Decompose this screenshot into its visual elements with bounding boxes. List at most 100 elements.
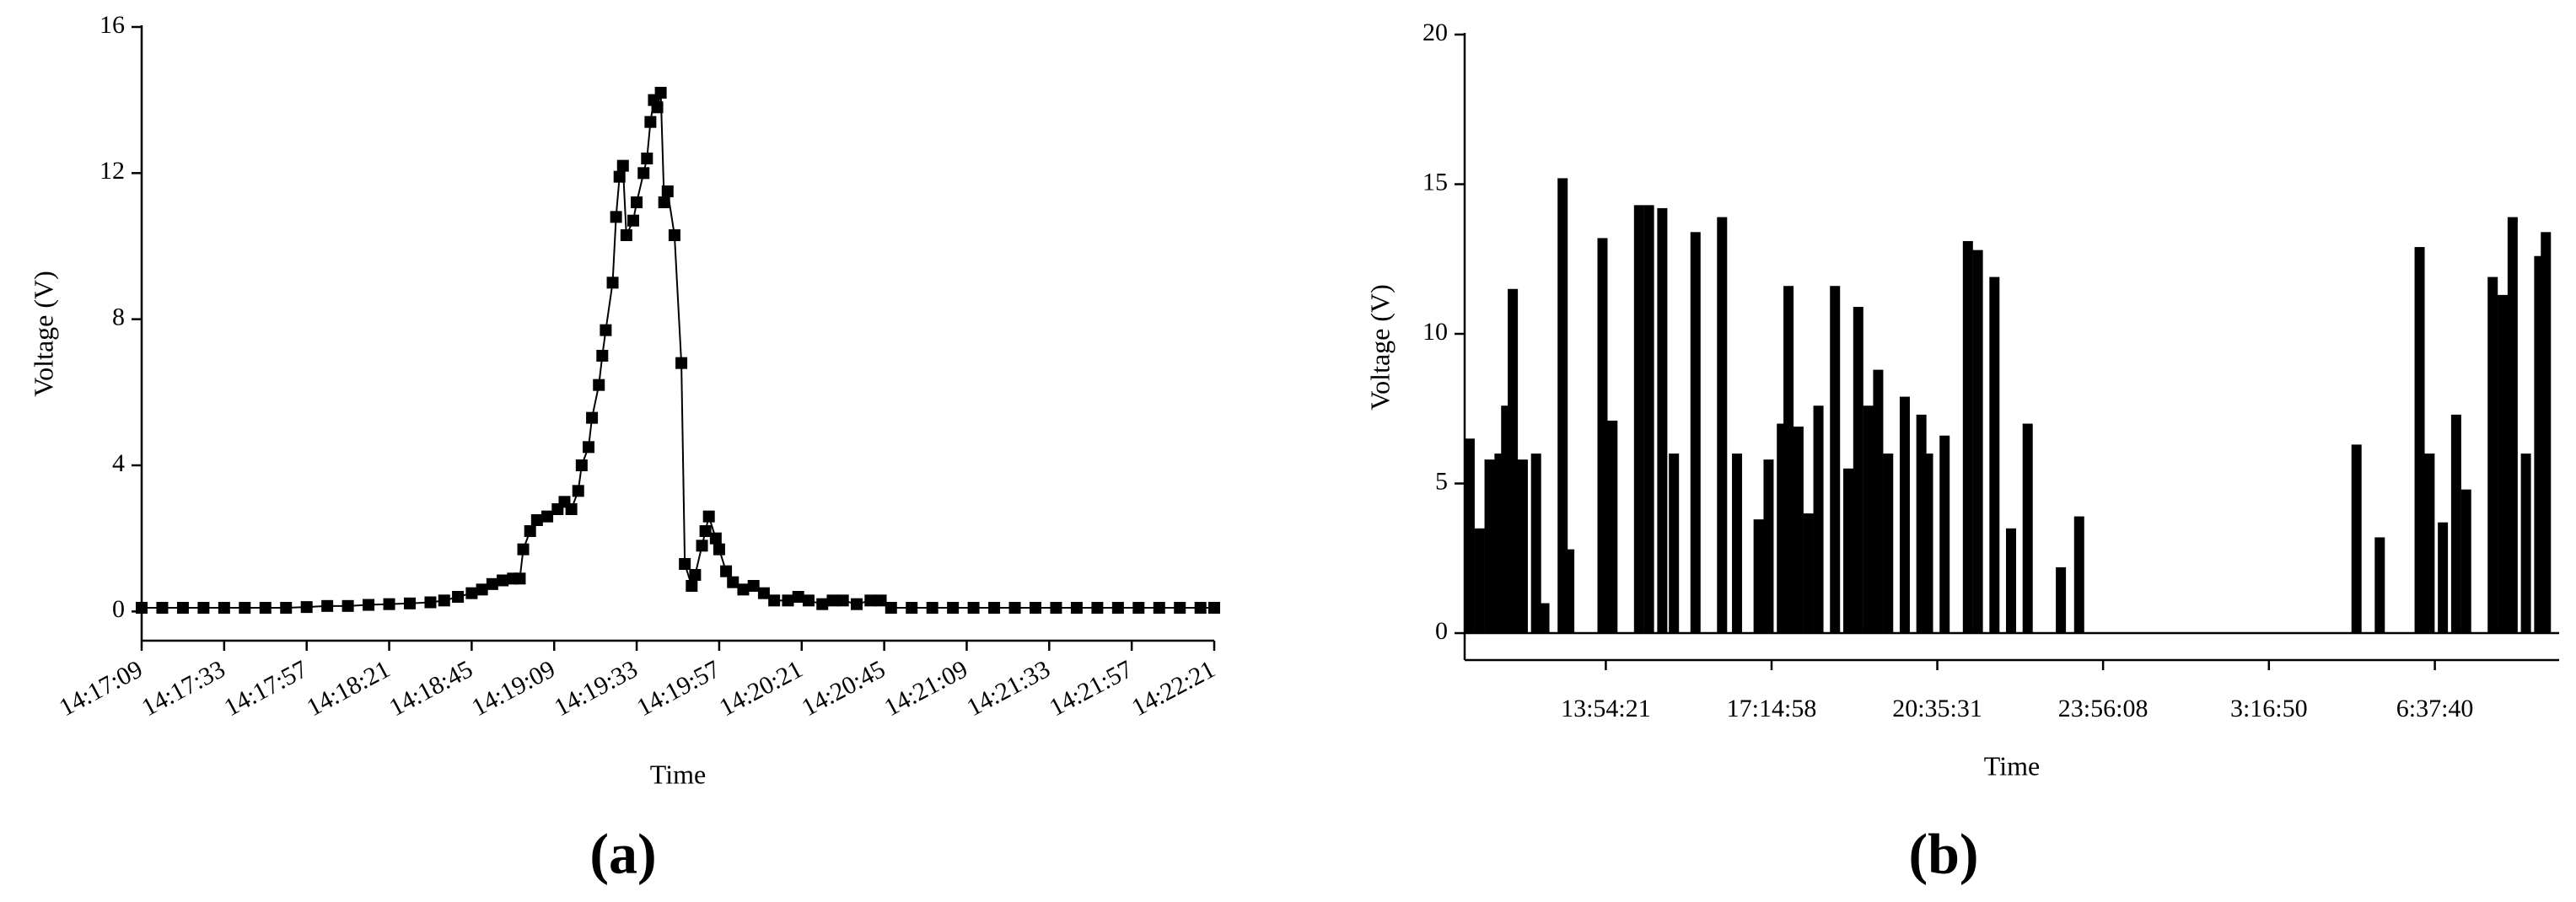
bar: [1923, 454, 1933, 634]
marker: [1194, 602, 1207, 614]
y-tick-label: 12: [99, 157, 125, 185]
bar: [2351, 444, 2362, 634]
marker: [885, 602, 897, 614]
bar: [1883, 454, 1894, 634]
marker: [616, 159, 629, 172]
x-tick-label: 14:22:21: [1127, 655, 1220, 722]
marker: [679, 558, 691, 570]
bar: [2450, 414, 2461, 634]
marker: [517, 543, 530, 556]
x-tick-label: 13:54:21: [1561, 695, 1651, 722]
marker: [627, 214, 639, 227]
marker: [637, 167, 650, 180]
marker: [1008, 602, 1021, 614]
bar: [1690, 232, 1701, 634]
marker: [438, 594, 450, 607]
marker: [926, 602, 938, 614]
marker: [947, 602, 960, 614]
marker: [606, 277, 619, 289]
marker: [341, 599, 354, 612]
bar: [1732, 454, 1743, 634]
bar: [2374, 537, 2385, 634]
marker: [424, 596, 437, 609]
y-tick-label: 8: [112, 303, 125, 331]
marker: [259, 602, 272, 614]
x-tick-label: 14:17:09: [55, 655, 148, 722]
marker: [176, 602, 189, 614]
bar: [1863, 405, 1874, 634]
bar: [2056, 566, 2067, 634]
x-tick-label: 17:14:58: [1727, 695, 1817, 722]
marker: [826, 594, 839, 607]
x-tick-label: 14:21:09: [879, 655, 972, 722]
marker: [476, 583, 488, 596]
bar: [2520, 454, 2531, 634]
marker: [596, 350, 609, 362]
bar: [1539, 603, 1550, 634]
bar: [1813, 405, 1824, 634]
marker: [1111, 602, 1124, 614]
marker: [572, 485, 584, 497]
y-tick-label: 0: [112, 595, 125, 623]
marker: [654, 87, 667, 99]
bar: [1939, 435, 1950, 634]
marker: [1208, 602, 1220, 614]
marker: [575, 459, 588, 471]
marker: [689, 569, 702, 581]
marker: [530, 514, 543, 526]
bar: [1793, 427, 1804, 634]
marker: [802, 594, 815, 607]
x-tick-label: 14:19:09: [467, 655, 560, 722]
bar: [2073, 516, 2084, 634]
marker: [465, 587, 478, 599]
bar: [2022, 423, 2033, 634]
bar: [1899, 396, 1910, 634]
bar: [1989, 277, 2000, 634]
marker: [709, 532, 722, 545]
marker: [404, 597, 416, 609]
marker: [668, 229, 680, 241]
bar: [1972, 250, 1983, 634]
marker: [1132, 602, 1145, 614]
y-axis-title: Voltage (V): [1364, 284, 1395, 411]
x-tick-label: 6:37:40: [2396, 695, 2474, 722]
bar: [1530, 454, 1541, 634]
bar: [1803, 513, 1814, 634]
marker: [675, 357, 688, 369]
marker: [239, 602, 251, 614]
marker: [197, 602, 210, 614]
marker: [631, 196, 643, 208]
bar: [1873, 369, 1884, 634]
bar: [1783, 286, 1794, 634]
y-tick-label: 20: [1422, 19, 1448, 46]
bar: [1842, 468, 1853, 634]
marker: [702, 510, 715, 523]
marker: [658, 196, 670, 208]
marker: [514, 572, 526, 585]
marker: [541, 510, 554, 523]
marker: [280, 602, 293, 614]
bar: [2006, 528, 2017, 634]
marker: [836, 594, 849, 607]
marker: [1050, 602, 1062, 614]
marker: [713, 543, 725, 556]
panel-label: (b): [1908, 822, 1978, 886]
bar: [2424, 454, 2435, 634]
marker: [816, 598, 829, 610]
marker: [651, 101, 664, 114]
bar: [1557, 178, 1568, 634]
y-tick-label: 10: [1422, 318, 1448, 346]
marker: [300, 601, 313, 614]
bar: [1853, 307, 1863, 634]
bar: [2498, 294, 2509, 634]
marker: [699, 525, 712, 537]
marker: [757, 587, 770, 599]
marker: [321, 599, 334, 612]
marker: [593, 379, 605, 391]
marker: [644, 115, 657, 128]
marker: [613, 170, 626, 183]
bar: [2438, 522, 2449, 634]
data-line: [142, 92, 1214, 609]
